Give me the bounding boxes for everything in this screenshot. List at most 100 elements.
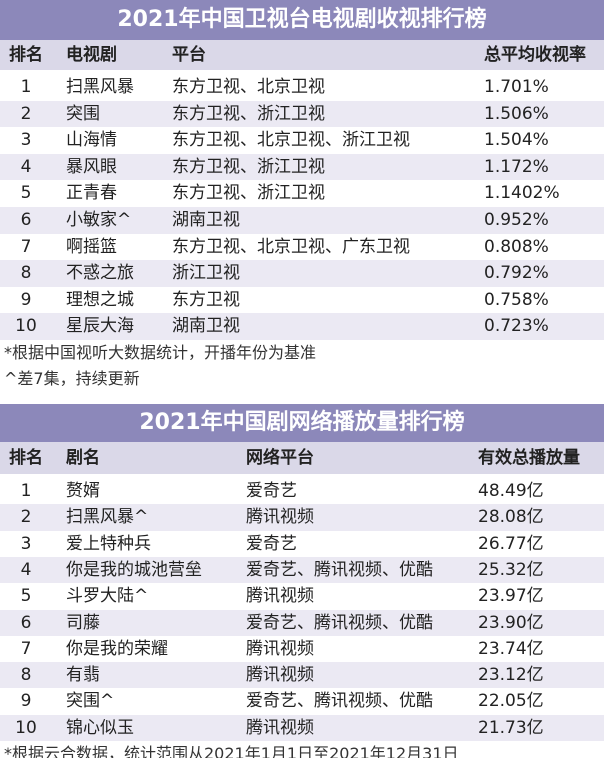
header-cell: 剧名 [66,448,100,468]
table-cell: 小敏家^ [66,210,132,230]
table-cell: 暴风眼 [66,156,117,177]
table-cell: 2 [20,103,32,124]
table-row: 7 啊摇篮 东方卫视、北京卫视、广东卫视 0.808% [0,234,604,261]
table-row: 9 突围^ 爱奇艺、腾讯视频、优酷 22.05亿 [0,688,604,714]
table-cell: 7 [20,638,32,659]
table-cell: 0.723% [484,316,549,337]
table-cell: 1 [20,481,32,501]
table-row: 5 斗罗大陆^ 腾讯视频 23.97亿 [0,583,604,609]
table-cell: 9 [20,691,32,712]
table-row: 8 不惑之旅 浙江卫视 0.792% [0,260,604,287]
header-cell: 排名 [9,45,43,65]
table-cell: 0.952% [484,210,549,230]
table-row: 10 锦心似玉 腾讯视频 21.73亿 [0,714,604,741]
table-row: 6 司藤 爱奇艺、腾讯视频、优酷 23.90亿 [0,609,604,636]
header-cell: 网络平台 [246,448,314,468]
table-cell: 0.792% [484,263,549,284]
table-cell: 10 [15,316,37,337]
table-cell: 东方卫视 [172,289,240,310]
table-cell: 25.32亿 [478,559,544,580]
table-cell: 48.49亿 [478,481,544,501]
table-cell: 扫黑风暴 [66,77,134,97]
table-cell: 东方卫视、浙江卫视 [172,156,325,177]
table-cell: 东方卫视、北京卫视 [172,77,325,97]
table-cell: 腾讯视频 [246,638,314,659]
table-cell: 司藤 [66,612,100,633]
footnote: *根据中国视听大数据统计，开播年份为基准 [4,343,317,362]
table-cell: 理想之城 [66,289,134,310]
table-cell: 2 [20,507,32,528]
table-cell: 东方卫视、浙江卫视 [172,183,325,204]
table-cell: 突围 [66,103,100,124]
table-cell: 0.758% [484,289,549,310]
table-cell: 你是我的城池营垒 [66,559,202,580]
table-cell: 23.97亿 [478,586,544,607]
header-cell: 平台 [172,45,206,65]
table-cell: 有翡 [66,665,100,686]
table-cell: 腾讯视频 [246,586,314,607]
table-cell: 山海情 [66,130,117,151]
table-cell: 8 [20,665,32,686]
table-cell: 4 [20,156,32,177]
table-title: 2021年中国剧网络播放量排行榜 [0,404,604,442]
table-cell: 4 [20,559,32,580]
table-cell: 爱奇艺、腾讯视频、优酷 [246,691,433,712]
header-row: 排名 剧名 网络平台 有效总播放量 [0,442,604,474]
table-row: 2 突围 东方卫视、浙江卫视 1.506% [0,100,604,128]
table-cell: 爱奇艺 [246,481,297,501]
table-cell: 正青春 [66,183,117,204]
table-cell: 1.701% [484,77,549,97]
table-cell: 21.73亿 [478,717,544,738]
header-cell: 有效总播放量 [478,448,580,468]
table-cell: 东方卫视、北京卫视、广东卫视 [172,236,410,257]
table-cell: 23.90亿 [478,612,544,633]
table-cell: 10 [15,717,37,738]
table-row: 8 有翡 腾讯视频 23.12亿 [0,662,604,689]
table-cell: 8 [20,263,32,284]
table-row: 10 星辰大海 湖南卫视 0.723% [0,313,604,340]
table-cell: 22.05亿 [478,691,544,712]
table-cell: 23.74亿 [478,638,544,659]
table-row: 3 山海情 东方卫视、北京卫视、浙江卫视 1.504% [0,127,604,154]
table-cell: 1.1402% [484,183,560,204]
footnote: ^差7集，持续更新 [4,369,140,388]
table-cell: 3 [20,533,32,554]
table-cell: 星辰大海 [66,316,134,337]
table-row: 5 正青春 东方卫视、浙江卫视 1.1402% [0,180,604,207]
table-cell: 腾讯视频 [246,507,314,528]
table-cell: 扫黑风暴^ [66,507,149,528]
table-row: 1 赘婿 爱奇艺 48.49亿 [0,478,604,504]
table-row: 1 扫黑风暴 东方卫视、北京卫视 1.701% [0,74,604,101]
header-cell: 总平均收视率 [484,45,586,65]
table-cell: 你是我的荣耀 [66,638,168,659]
table-cell: 23.12亿 [478,665,544,686]
table-cell: 东方卫视、北京卫视、浙江卫视 [172,130,410,151]
table-cell: 赘婿 [66,481,100,501]
table-row: 9 理想之城 东方卫视 0.758% [0,287,604,314]
table-row: 7 你是我的荣耀 腾讯视频 23.74亿 [0,636,604,662]
table-cell: 爱奇艺 [246,533,297,554]
table-cell: 爱上特种兵 [66,533,151,554]
table-cell: 斗罗大陆^ [66,586,149,607]
table-cell: 湖南卫视 [172,210,240,230]
table-cell: 突围^ [66,691,115,712]
table-row: 3 爱上特种兵 爱奇艺 26.77亿 [0,531,604,557]
table-cell: 爱奇艺、腾讯视频、优酷 [246,612,433,633]
table-cell: 东方卫视、浙江卫视 [172,103,325,124]
table-cell: 28.08亿 [478,507,544,528]
table-cell: 26.77亿 [478,533,544,554]
table-cell: 9 [20,289,32,310]
table-row: 4 你是我的城池营垒 爱奇艺、腾讯视频、优酷 25.32亿 [0,556,604,584]
table-cell: 6 [20,612,32,633]
table-cell: 1 [20,77,32,97]
table-cell: 3 [20,130,32,151]
table-cell: 7 [20,236,32,257]
table-cell: 浙江卫视 [172,263,240,284]
table-cell: 腾讯视频 [246,717,314,738]
footnote: *根据云合数据，统计范围从2021年1月1日至2021年12月31日 [4,744,459,758]
table-row: 2 扫黑风暴^ 腾讯视频 28.08亿 [0,504,604,531]
table-cell: 6 [20,210,32,230]
table-cell: 0.808% [484,236,549,257]
table-cell: 1.506% [484,103,549,124]
